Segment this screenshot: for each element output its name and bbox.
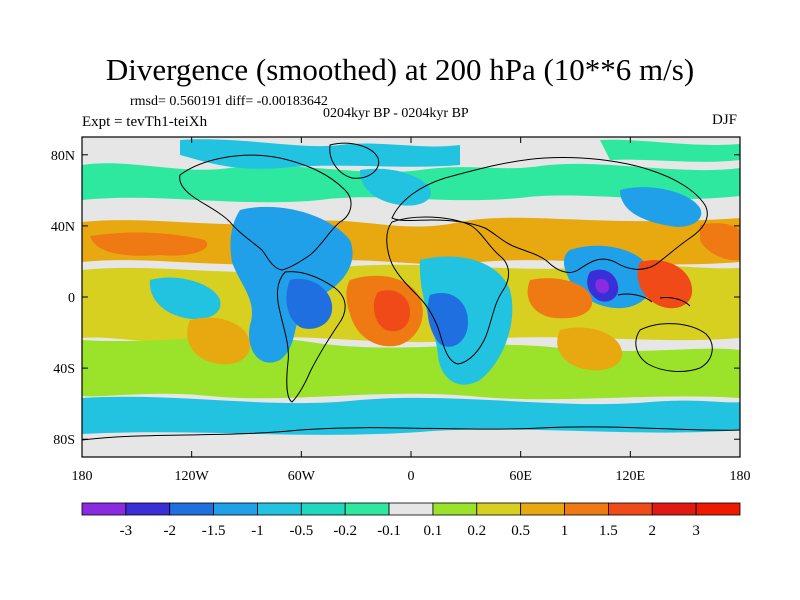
y-tick-label: 40S: [53, 362, 75, 377]
colorbar-swatch: [651, 502, 697, 516]
colorbar-label: -3: [120, 523, 133, 539]
colorbar-swatch: [564, 502, 609, 516]
contour-maritime-minimum: [595, 278, 609, 294]
colorbar-swatch: [213, 502, 258, 516]
colorbar-swatch: [344, 502, 390, 516]
colorbar-label: 2: [649, 523, 657, 539]
colorbar-label: 0.2: [467, 523, 486, 539]
x-tick-label: 180: [730, 469, 751, 484]
coast-australia: [635, 323, 713, 372]
y-tick-label: 0: [68, 291, 75, 306]
contour-indian-ocean-orange: [527, 278, 593, 319]
x-tick-label: 0: [408, 469, 415, 484]
y-tick-label: 80N: [51, 149, 75, 164]
colorbar-label: -0.1: [377, 523, 401, 539]
y-axis: 80N 40N 0 40S 80S: [51, 149, 740, 448]
contour-arctic-cyan: [180, 139, 460, 169]
contour-arctic-green: [600, 139, 740, 162]
colorbar-swatch: [169, 502, 215, 516]
coast-south-america: [276, 271, 346, 403]
contour-pacific-blue: [149, 277, 221, 320]
colorbar-swatch: [432, 502, 478, 516]
colorbar-label: -2: [163, 523, 176, 539]
colorbar-label: -0.5: [289, 523, 313, 539]
x-tick-label: 120W: [175, 469, 210, 484]
x-tick-label: 60E: [509, 469, 532, 484]
contour-south-pacific-orange: [187, 317, 250, 365]
chart-title: Divergence (smoothed) at 200 hPa (10**6 …: [105, 52, 695, 87]
x-tick-label: 120E: [616, 469, 646, 484]
contour-band-subtropical-north-inner: [90, 232, 208, 256]
colorbar-swatch: [520, 502, 565, 516]
colorbar-swatch: [388, 502, 434, 516]
colorbar-swatch: [125, 502, 171, 516]
colorbar-swatch: [81, 502, 127, 516]
x-tick-label: 60W: [288, 469, 316, 484]
colorbar-swatch: [257, 502, 302, 516]
contour-north-atlantic-cyan: [360, 168, 431, 206]
colorbar-label: 0.5: [511, 523, 530, 539]
coast-antarctica: [82, 426, 740, 441]
coast-africa: [386, 216, 509, 365]
y-tick-label: 80S: [53, 433, 75, 448]
contour-congo-red: [373, 290, 410, 332]
experiment-label: Expt = tevTh1-teiXh: [82, 114, 208, 130]
contour-africa-blue: [427, 293, 468, 347]
contour-warm-pool-red: [637, 260, 693, 309]
colorbar-swatch: [695, 502, 741, 516]
colorbar: -3 -2 -1.5 -1 -0.5 -0.2 -0.1 0.1 0.2 0.5 1 1.5 2 3: [81, 502, 741, 539]
colorbar-swatch: [476, 502, 522, 516]
x-axis: 180 120W 60W 0 60E 120E 180: [72, 137, 751, 484]
colorbar-label: -1: [251, 523, 264, 539]
map-field: [82, 137, 740, 457]
coast-greenland: [329, 142, 380, 179]
colorbar-label: -0.2: [333, 523, 357, 539]
contour-north-pacific-cyan: [620, 187, 702, 227]
colorbar-label: 1: [561, 523, 569, 539]
season-label: DJF: [712, 112, 738, 128]
contour-band-high-south-cyan: [82, 396, 740, 435]
colorbar-label: 1.5: [599, 523, 618, 539]
coast-eurasia: [391, 157, 708, 273]
coast-north-america: [179, 154, 352, 271]
period-label: 0204kyr BP - 0204kyr BP: [323, 106, 469, 121]
contour-south-indian-orange: [557, 327, 623, 371]
coastlines: [82, 142, 740, 441]
colorbar-label: 3: [692, 523, 700, 539]
stats-label: rmsd= 0.560191 diff= -0.00183642: [130, 94, 328, 109]
colorbar-swatch: [300, 502, 346, 516]
colorbar-swatch: [608, 502, 653, 516]
x-tick-label: 180: [72, 469, 93, 484]
contour-north-pacific-orange: [700, 223, 740, 261]
coast-indonesia: [617, 293, 691, 307]
colorbar-label: 0.1: [424, 523, 443, 539]
colorbar-label: -1.5: [202, 523, 226, 539]
y-tick-label: 40N: [51, 220, 75, 235]
contour-south-america-blue: [286, 278, 333, 329]
